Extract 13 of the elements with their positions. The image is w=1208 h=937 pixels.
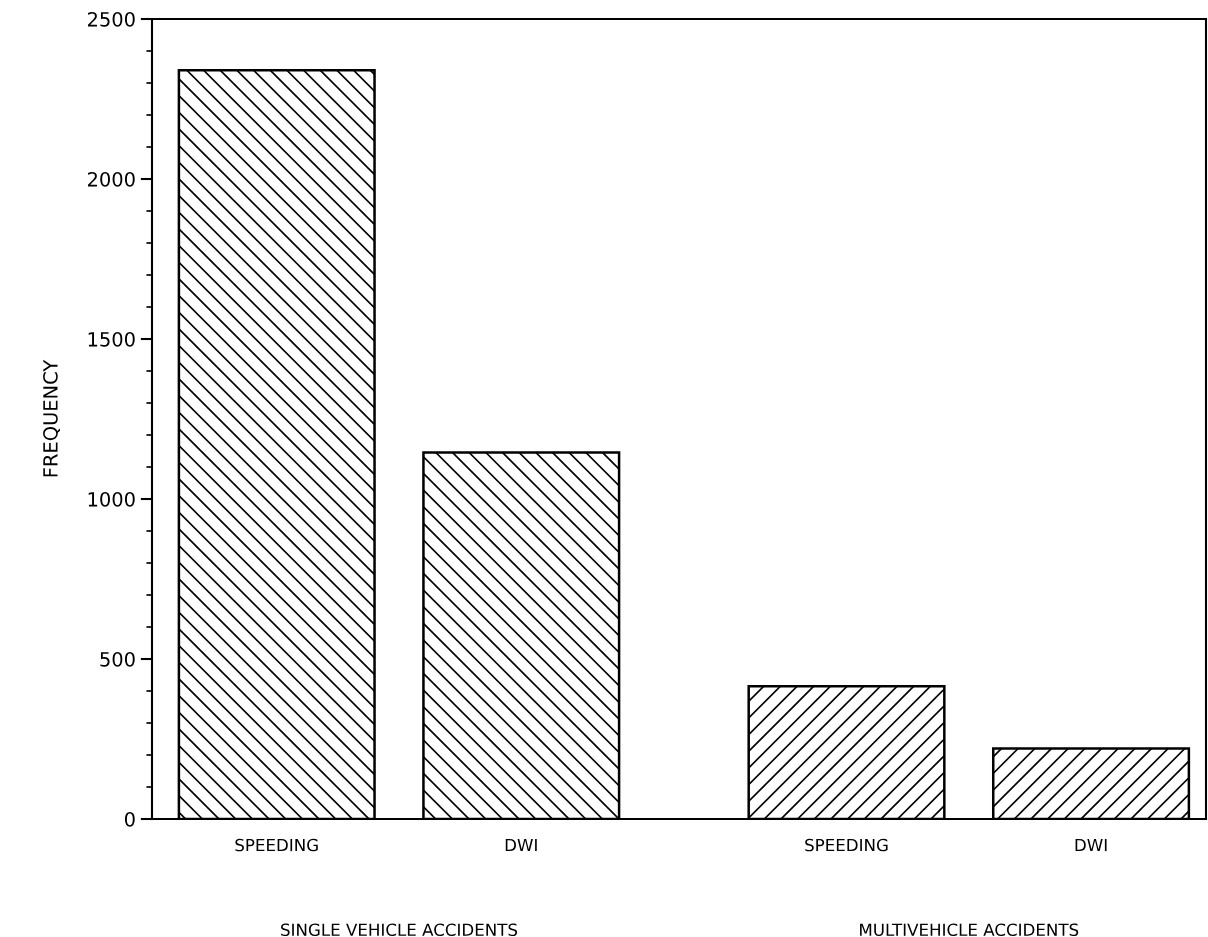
x-tick-label: SPEEDING <box>805 838 888 852</box>
y-tick-label: 0 <box>124 811 135 827</box>
x-tick-label: SPEEDING <box>235 838 318 852</box>
y-tick-label: 2500 <box>87 11 135 27</box>
y-tick-label: 500 <box>100 651 135 667</box>
y-axis-title: FREQUENCY <box>43 359 60 477</box>
x-tick-label: DWI <box>1075 838 1107 852</box>
text: SINGLE VEHICLE ACCIDENTS <box>281 923 518 937</box>
y-tick-label: 1500 <box>88 331 135 347</box>
y-tick-label: 1000 <box>88 491 135 507</box>
x-tick-label: DWI <box>505 838 537 852</box>
text: MULTIVEHICLE ACCIDENTS <box>860 923 1079 937</box>
y-tick-label: 2000 <box>87 171 135 187</box>
